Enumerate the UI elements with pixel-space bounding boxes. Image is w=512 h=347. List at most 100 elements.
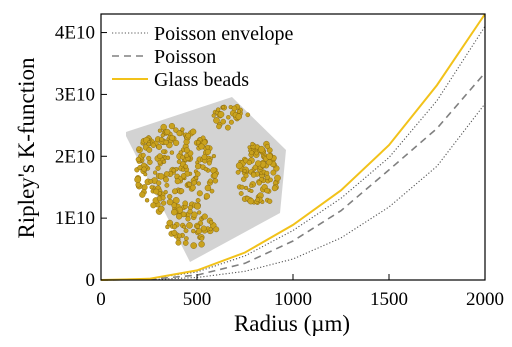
glass-bead (149, 185, 154, 190)
glass-bead (191, 211, 198, 218)
legend-label: Glass beads (154, 69, 249, 91)
glass-bead (249, 150, 255, 156)
legend-label: Poisson (154, 46, 216, 68)
glass-bead (167, 194, 173, 200)
glass-bead (220, 118, 226, 125)
glass-bead (185, 216, 191, 222)
glass-bead (160, 195, 166, 201)
x-tick-label: 2000 (466, 289, 504, 310)
glass-bead (171, 229, 178, 236)
series-line-glass-beads (100, 13, 486, 281)
glass-bead (157, 153, 163, 159)
inset-background-panel (126, 97, 286, 262)
glass-bead (274, 174, 281, 182)
glass-bead (243, 173, 249, 179)
glass-bead (179, 188, 185, 194)
glass-bead (134, 176, 142, 184)
y-tick-label: 3E10 (55, 84, 95, 105)
x-axis-title: Radius (µm) (234, 311, 350, 336)
glass-bead (174, 178, 181, 185)
glass-bead (184, 236, 189, 241)
glass-bead (270, 169, 277, 176)
glass-bead (182, 240, 189, 246)
glass-bead (221, 105, 226, 110)
glass-bead (267, 198, 273, 204)
glass-bead (139, 191, 146, 198)
glass-bead (191, 180, 197, 186)
glass-bead (199, 236, 205, 241)
glass-bead (203, 166, 209, 172)
glass-bead (258, 145, 265, 153)
glass-bead (185, 132, 191, 139)
glass-bead (171, 202, 177, 208)
glass-bead (205, 144, 210, 150)
glass-bead (243, 185, 249, 190)
glass-bead (238, 191, 244, 196)
glass-bead (201, 213, 208, 220)
y-tick-label: 0 (86, 270, 96, 291)
glass-bead (271, 185, 278, 192)
glass-bead (213, 117, 220, 124)
glass-bead (176, 233, 182, 239)
glass-bead (211, 154, 216, 159)
glass-bead (140, 152, 146, 158)
glass-bead (211, 172, 218, 179)
glass-bead (143, 172, 148, 177)
glass-bead (135, 156, 141, 163)
glass-bead (194, 171, 201, 177)
glass-bead (173, 139, 180, 147)
glass-bead (266, 153, 273, 160)
glass-bead (165, 224, 170, 230)
glass-bead (198, 143, 205, 150)
legend-label: Poisson envelope (154, 23, 294, 45)
glass-bead (153, 188, 160, 195)
glass-bead (150, 142, 157, 148)
glass-bead (183, 147, 190, 154)
glass-bead (264, 187, 270, 194)
glass-bead (255, 160, 262, 167)
glass-bead (146, 155, 152, 161)
glass-bead (239, 184, 245, 190)
glass-bead (165, 155, 171, 161)
glass-bead (156, 144, 163, 150)
series-line-poisson-envelope-lower (100, 103, 486, 281)
glass-bead (172, 224, 178, 230)
glass-bead (180, 127, 185, 132)
glass-bead (203, 193, 211, 200)
glass-bead (146, 141, 151, 147)
y-axis-title: Ripley's K-function (14, 57, 39, 239)
y-tick-label: 2E10 (55, 146, 95, 167)
glass-bead (195, 224, 200, 229)
x-tick-label: 500 (183, 289, 212, 310)
glass-bead (235, 162, 243, 170)
glass-bead (181, 167, 186, 172)
glass-bead (160, 133, 165, 138)
glass-bead (235, 169, 241, 175)
glass-bead (235, 113, 243, 120)
glass-bead (190, 242, 197, 249)
glass-bead (208, 227, 213, 232)
glass-bead (195, 197, 201, 203)
glass-bead (216, 123, 222, 130)
glass-bead (168, 122, 176, 130)
glass-bead (264, 170, 270, 176)
glass-bead (196, 190, 203, 197)
glass-bead (183, 164, 189, 169)
glass-bead (247, 197, 255, 205)
glass-bead (176, 213, 183, 220)
glass-bead (191, 228, 196, 234)
glass-bead (164, 182, 170, 188)
series-line-poisson (100, 72, 486, 281)
glass-bead (236, 109, 242, 114)
glass-bead (246, 159, 252, 166)
y-tick-label: 1E10 (55, 208, 95, 229)
glass-bead (208, 220, 214, 225)
glass-bead (231, 105, 238, 112)
glass-bead (171, 188, 178, 195)
glass-bead (169, 134, 176, 141)
glass-bead (176, 130, 183, 137)
glass-bead (150, 202, 157, 209)
glass-bead (157, 173, 165, 180)
